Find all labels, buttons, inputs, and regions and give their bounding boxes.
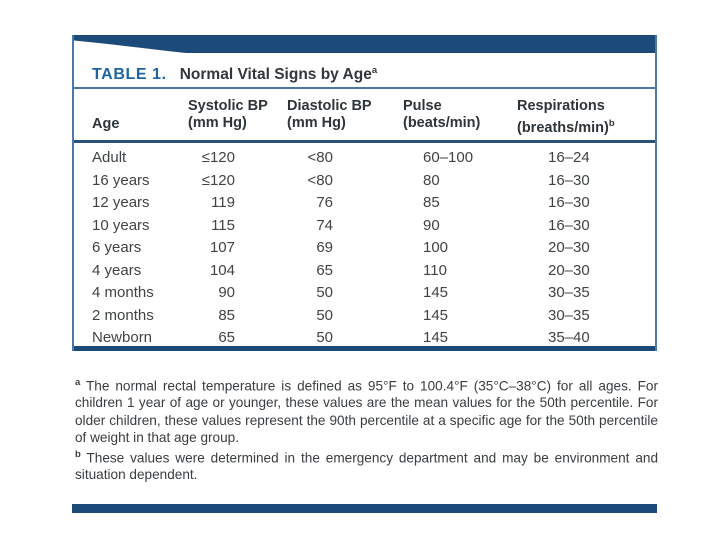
column-header-respirations-unit: (breaths/min)b [517, 115, 615, 137]
cell-systolic: 65 [218, 329, 235, 346]
cell-age: Adult [92, 149, 127, 166]
table-caption: TABLE 1. Normal Vital Signs by Agea [92, 58, 377, 84]
cell-pulse: 145 [423, 329, 449, 346]
column-header-pulse-unit: (beats/min) [403, 115, 481, 131]
cell-age: 2 months [92, 306, 154, 324]
cell-age: Newborn [92, 329, 153, 346]
rule-under-headers [74, 140, 655, 143]
footnote-b-marker: b [75, 448, 81, 460]
cell-respirations: 30–35 [548, 306, 590, 324]
cell-age: 10 years [92, 216, 150, 234]
title-superscript: a [371, 64, 378, 76]
cell-respirations: 16–24 [548, 149, 590, 166]
table-row: 16 years ≤120 <80 80 16–30 [74, 170, 659, 192]
column-header-diastolic-label: Diastolic BP [287, 98, 372, 114]
cell-pulse: 145 [423, 306, 449, 324]
cell-diastolic: <80 [307, 149, 333, 166]
swoosh-decoration [74, 40, 186, 53]
table-row: 4 months 90 50 145 30–35 [74, 282, 659, 304]
cell-diastolic: 50 [316, 306, 333, 324]
cell-diastolic: 69 [316, 239, 333, 256]
cell-systolic: 115 [211, 216, 235, 234]
cell-diastolic: 65 [316, 261, 333, 279]
cell-pulse: 90 [423, 216, 440, 234]
table-row: 10 years 115 74 90 16–30 [74, 215, 659, 237]
respirations-unit-text: (breaths/min) [517, 119, 609, 136]
table-row: Adult ≤120 <80 60–100 16–24 [74, 147, 659, 169]
cell-pulse: 80 [423, 171, 440, 189]
footnote-a-marker: a [75, 376, 81, 388]
cell-age: 4 months [92, 284, 154, 301]
cell-systolic: 85 [218, 306, 235, 324]
cell-pulse: 145 [423, 284, 449, 301]
footnote-a-text: The normal rectal temperature is defined… [75, 378, 658, 445]
column-header-diastolic-unit: (mm Hg) [287, 115, 346, 131]
cell-respirations: 16–30 [548, 216, 590, 234]
table-title: Normal Vital Signs by Agea [180, 65, 377, 84]
column-header-age-label: Age [92, 116, 120, 132]
table-row: 6 years 107 69 100 20–30 [74, 237, 659, 259]
cell-age: 6 years [92, 239, 142, 256]
cell-diastolic: 50 [316, 284, 333, 301]
column-header-respirations-label: Respirations [517, 98, 605, 114]
table-row: 4 years 104 65 110 20–30 [74, 260, 659, 282]
column-header-respirations: Respirations (breaths/min)b [517, 98, 615, 137]
cell-age: 12 years [92, 194, 150, 211]
cell-diastolic: 74 [316, 216, 333, 234]
column-header-age: Age [92, 116, 119, 133]
cell-respirations: 30–35 [548, 284, 590, 301]
table-row: 12 years 119 76 85 16–30 [74, 192, 659, 214]
cell-diastolic: 76 [316, 194, 333, 211]
rule-table-bottom [74, 346, 655, 351]
table-row: 2 months 85 50 145 30–35 [74, 305, 659, 327]
cell-diastolic: <80 [307, 171, 333, 189]
cell-respirations: 16–30 [548, 194, 590, 211]
table-title-text: Normal Vital Signs by Age [179, 66, 372, 83]
table-number-label: TABLE 1. [92, 66, 167, 83]
cell-respirations: 20–30 [548, 239, 590, 256]
cell-age: 16 years [92, 171, 150, 189]
cell-respirations: 20–30 [548, 261, 590, 279]
cell-respirations: 16–30 [548, 171, 590, 189]
table-row: Newborn 65 50 145 35–40 [74, 327, 659, 349]
column-header-systolic-unit: (mm Hg) [188, 115, 247, 131]
cell-systolic: 104 [209, 261, 235, 279]
footnote-b: b These values were determined in the em… [75, 446, 658, 484]
cell-systolic: 90 [218, 284, 235, 301]
cell-systolic: ≤120 [201, 171, 235, 189]
column-header-systolic-label: Systolic BP [188, 98, 268, 114]
rule-under-title [74, 87, 655, 89]
column-header-diastolic: Diastolic BP (mm Hg) [287, 98, 372, 132]
cell-age: 4 years [92, 261, 142, 279]
accent-bar-bottom [72, 504, 657, 513]
cell-systolic: 107 [209, 239, 235, 256]
cell-respirations: 35–40 [548, 329, 590, 346]
cell-pulse: 60–100 [423, 149, 474, 166]
footnote-b-text: These values were determined in the emer… [75, 450, 659, 483]
vital-signs-table: TABLE 1. Normal Vital Signs by Agea Age … [72, 35, 657, 351]
cell-pulse: 85 [423, 194, 440, 211]
cell-systolic: ≤120 [201, 149, 235, 166]
accent-bar-top [74, 35, 655, 53]
column-header-systolic: Systolic BP (mm Hg) [188, 98, 268, 132]
cell-systolic: 119 [211, 194, 235, 211]
column-header-pulse: Pulse (beats/min) [403, 98, 480, 132]
cell-pulse: 100 [423, 239, 449, 256]
column-header-pulse-label: Pulse [403, 98, 442, 114]
cell-diastolic: 50 [316, 329, 333, 346]
cell-pulse: 110 [423, 261, 447, 279]
footnote-a: a The normal rectal temperature is defin… [75, 374, 658, 446]
respirations-superscript: b [608, 118, 615, 129]
